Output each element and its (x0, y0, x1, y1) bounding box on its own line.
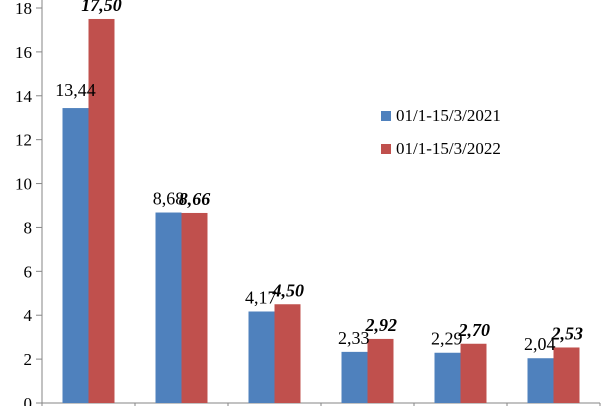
data-label-series-1-category-6: 2,04 (524, 334, 556, 354)
data-label-series-2-category-5: 2,70 (458, 320, 491, 340)
data-label-series-2-category-3: 4,50 (272, 280, 305, 300)
legend-label-series-1: 01/1-15/3/2021 (396, 106, 501, 125)
data-label-series-2-category-4: 2,92 (365, 315, 398, 335)
data-label-series-2-category-2: 8,66 (179, 189, 211, 209)
bars (62, 18, 580, 404)
bar-series-2-category-5 (460, 343, 487, 403)
bar-series-1-category-6 (527, 358, 554, 403)
data-label-series-1-category-1: 13,44 (55, 80, 96, 100)
data-label-series-1-category-3: 4,17 (245, 287, 277, 307)
legend-label-series-2: 01/1-15/3/2022 (396, 139, 501, 158)
legend-swatch-series-1 (381, 111, 391, 121)
y-tick-label: 18 (15, 0, 32, 18)
x-axis (41, 402, 601, 406)
y-tick-label: 10 (15, 175, 32, 194)
data-label-series-1-category-4: 2,33 (338, 328, 370, 348)
y-tick-label: 12 (15, 131, 32, 150)
y-tick-label: 8 (24, 218, 33, 237)
data-label-series-2-category-1: 17,50 (81, 0, 122, 15)
data-label-series-1-category-2: 8,68 (153, 189, 185, 209)
bar-series-1-category-4 (341, 351, 368, 403)
y-tick-label: 0 (24, 394, 33, 406)
bar-series-2-category-3 (274, 304, 301, 403)
data-label-series-1-category-5: 2,29 (431, 329, 463, 349)
y-tick-label: 6 (24, 262, 33, 281)
bar-series-2-category-6 (553, 347, 580, 403)
bar-series-2-category-1 (88, 18, 115, 403)
bar-series-2-category-4 (367, 338, 394, 403)
legend: 01/1-15/3/2021 01/1-15/3/2022 (381, 106, 501, 158)
y-axis: 0 2 4 6 8 10 12 14 16 18 (15, 0, 43, 406)
y-tick-label: 16 (15, 43, 32, 62)
bar-series-1-category-5 (434, 352, 461, 403)
bar-series-2-category-2 (181, 212, 208, 403)
bar-series-1-category-1 (62, 108, 89, 404)
bar-series-1-category-2 (155, 212, 182, 403)
y-tick-label: 14 (15, 87, 33, 106)
y-tick-label: 2 (24, 350, 33, 369)
bar-series-1-category-3 (248, 311, 275, 403)
legend-swatch-series-2 (381, 144, 391, 154)
y-tick-label: 4 (24, 306, 33, 325)
data-labels: 13,4417,508,688,664,174,502,332,922,292,… (55, 0, 583, 354)
data-label-series-2-category-6: 2,53 (551, 323, 584, 343)
